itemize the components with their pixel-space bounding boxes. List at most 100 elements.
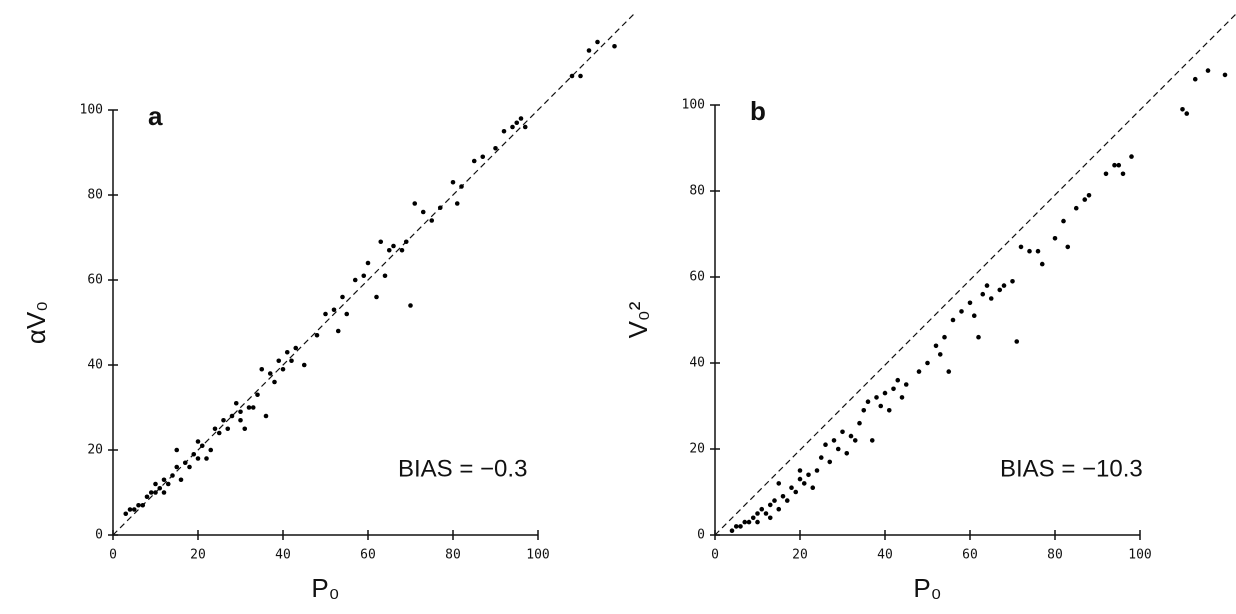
point [514, 120, 520, 126]
point [1018, 244, 1024, 250]
point [153, 490, 158, 495]
point [323, 311, 328, 317]
point [763, 511, 769, 516]
point [344, 311, 350, 317]
x-tick-label: 100 [526, 548, 549, 563]
point [1180, 107, 1185, 112]
point [1116, 162, 1122, 168]
x-axis-label: P₀ [913, 573, 941, 603]
point [886, 408, 892, 413]
point [263, 413, 269, 419]
point [976, 334, 981, 340]
point [259, 366, 265, 372]
point [801, 481, 807, 486]
point [272, 379, 277, 385]
x-tick-label: 60 [360, 548, 376, 563]
point [191, 451, 197, 457]
point [352, 277, 358, 283]
point [225, 426, 231, 432]
point [984, 283, 990, 288]
point [882, 390, 888, 396]
point [314, 332, 320, 338]
y-tick-label: 80 [87, 188, 103, 203]
point [140, 502, 146, 508]
point [997, 287, 1003, 293]
point [365, 260, 371, 266]
point [767, 502, 773, 508]
point [806, 472, 811, 478]
point [471, 158, 477, 164]
point [797, 476, 803, 482]
point [738, 524, 743, 529]
y-tick-label: 100 [80, 103, 103, 118]
y-tick-label: 40 [87, 358, 103, 373]
point [1065, 244, 1071, 250]
point [780, 494, 786, 499]
y-tick-label: 60 [87, 273, 103, 288]
y-tick-label: 100 [682, 98, 705, 113]
point [250, 405, 256, 410]
point [980, 291, 986, 297]
point [518, 116, 524, 121]
point [1073, 205, 1079, 211]
y-tick-label: 0 [95, 528, 103, 543]
point [221, 417, 226, 423]
point [331, 307, 337, 313]
point [750, 515, 756, 521]
point [937, 352, 943, 357]
point [1082, 197, 1088, 202]
point [1129, 154, 1134, 159]
point [161, 477, 167, 483]
point [988, 296, 994, 301]
point [852, 438, 858, 443]
point [199, 443, 205, 449]
point [267, 371, 273, 376]
point [301, 362, 307, 368]
point [818, 455, 824, 460]
point [967, 300, 973, 306]
point [950, 317, 956, 323]
point [1039, 261, 1045, 267]
point [595, 39, 600, 45]
point [878, 403, 884, 409]
point [165, 481, 171, 487]
point [827, 459, 833, 465]
point [284, 349, 290, 355]
point [925, 360, 930, 366]
x-tick-label: 40 [877, 548, 893, 563]
point [742, 519, 748, 525]
point [174, 447, 180, 453]
point [755, 519, 760, 525]
x-tick-label: 20 [190, 548, 206, 563]
point [1035, 248, 1041, 254]
point [755, 511, 760, 516]
point [772, 498, 777, 503]
point [161, 490, 167, 495]
point [861, 408, 867, 413]
x-tick-label: 60 [962, 548, 978, 563]
point [729, 528, 735, 533]
point [501, 128, 507, 134]
point [942, 334, 947, 340]
y-tick-label: 40 [689, 356, 705, 371]
point [289, 358, 294, 364]
point [378, 239, 384, 245]
point [578, 73, 583, 79]
point [971, 313, 977, 319]
point [229, 413, 235, 419]
point [1222, 72, 1228, 78]
point [174, 464, 180, 470]
point [412, 201, 418, 206]
point [212, 426, 218, 432]
point [835, 446, 841, 452]
point [569, 73, 575, 79]
point [1192, 76, 1198, 82]
point [454, 201, 460, 206]
point [1205, 68, 1211, 73]
point [459, 184, 464, 189]
point [903, 382, 909, 387]
point [586, 48, 592, 53]
point [840, 429, 845, 435]
point [895, 377, 901, 383]
point [733, 524, 739, 529]
